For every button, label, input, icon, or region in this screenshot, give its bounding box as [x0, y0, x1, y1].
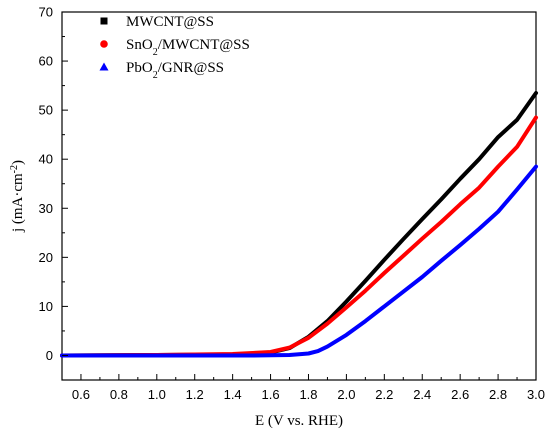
- x-tick-label: 0.6: [72, 387, 90, 402]
- series-line-0: [60, 91, 538, 358]
- x-tick-label: 1.0: [148, 387, 166, 402]
- y-tick-label: 10: [39, 299, 53, 314]
- legend-marker-1: [100, 40, 108, 48]
- x-tick-label: 1.6: [262, 387, 280, 402]
- x-tick-label: 2.0: [337, 387, 355, 402]
- legend-label-0: MWCNT@SS: [126, 14, 214, 30]
- y-tick-label: 30: [39, 201, 53, 216]
- x-tick-label: 2.6: [451, 387, 469, 402]
- legend-marker-0: [100, 17, 108, 25]
- series-line-2: [60, 164, 538, 358]
- y-axis-ticks: 0 10 20 30 40 50 60 70: [39, 5, 68, 381]
- y-tick-label: 70: [39, 5, 53, 20]
- plot-frame: [61, 11, 537, 381]
- y-tick-label: 60: [39, 54, 53, 69]
- y-tick-label: 50: [39, 103, 53, 118]
- y-tick-label: 40: [39, 152, 53, 167]
- series-layer: [60, 91, 538, 358]
- x-tick-label: 1.4: [224, 387, 242, 402]
- x-tick-label: 3.0: [527, 387, 545, 402]
- x-axis-ticks: 0.6 0.8 1.0 1.2 1.4 1.6 1.8 2.0 2.2 2.4 2.6 2.8 3.0: [72, 374, 545, 402]
- legend-label-2: PbO2/GNR@SS: [126, 60, 224, 81]
- x-tick-label: 2.2: [375, 387, 393, 402]
- x-tick-label: 0.8: [110, 387, 128, 402]
- x-tick-label: 2.8: [489, 387, 507, 402]
- legend-marker-2: [99, 62, 109, 71]
- legend-label-1: SnO2/MWCNT@SS: [126, 37, 250, 58]
- y-tick-label: 0: [46, 348, 53, 363]
- x-axis-title: E (V vs. RHE): [255, 413, 343, 429]
- series-line-1: [60, 115, 538, 358]
- y-axis-title: j (mA·cm-2): [9, 160, 27, 233]
- x-tick-label: 2.4: [413, 387, 431, 402]
- x-tick-label: 1.2: [186, 387, 204, 402]
- y-tick-label: 20: [39, 250, 53, 265]
- x-tick-label: 1.8: [299, 387, 317, 402]
